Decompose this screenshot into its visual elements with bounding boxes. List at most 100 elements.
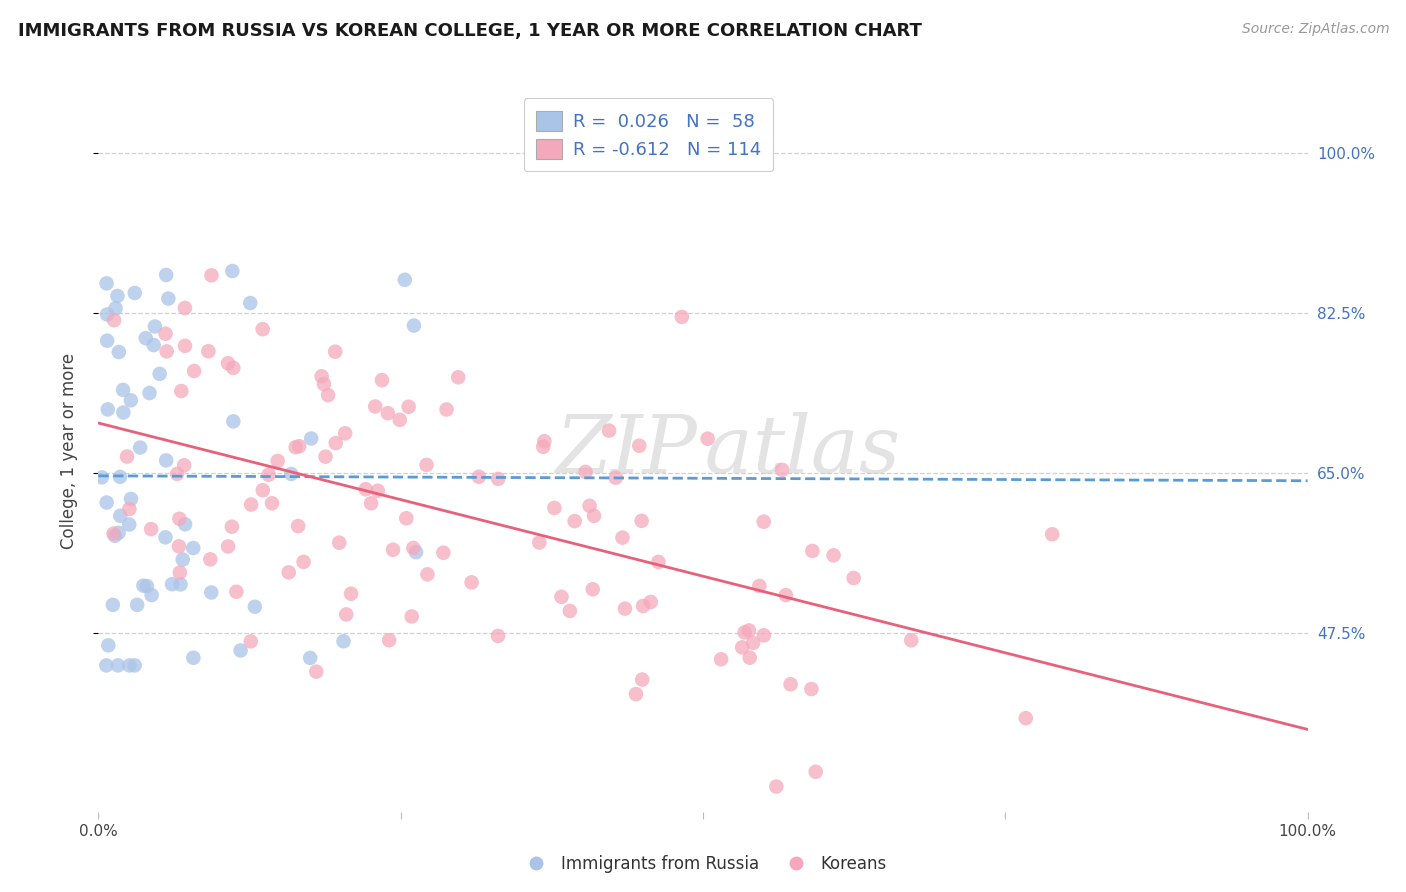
Point bbox=[96, 277, 118, 291]
Point bbox=[170, 384, 193, 398]
Point bbox=[299, 651, 322, 665]
Point bbox=[252, 483, 274, 498]
Point bbox=[731, 640, 754, 655]
Point bbox=[221, 519, 243, 533]
Point bbox=[155, 268, 177, 282]
Point bbox=[288, 439, 311, 453]
Point bbox=[200, 552, 222, 566]
Point bbox=[160, 577, 183, 591]
Point bbox=[388, 413, 411, 427]
Point bbox=[1015, 711, 1038, 725]
Point bbox=[631, 673, 654, 687]
Point bbox=[284, 440, 307, 454]
Point bbox=[630, 514, 652, 528]
Point bbox=[574, 465, 596, 479]
Point bbox=[200, 585, 222, 599]
Point bbox=[460, 575, 482, 590]
Text: IMMIGRANTS FROM RUSSIA VS KOREAN COLLEGE, 1 YEAR OR MORE CORRELATION CHART: IMMIGRANTS FROM RUSSIA VS KOREAN COLLEGE… bbox=[18, 22, 922, 40]
Point bbox=[738, 624, 761, 638]
Point bbox=[752, 628, 775, 642]
Point bbox=[624, 687, 647, 701]
Legend: Immigrants from Russia, Koreans: Immigrants from Russia, Koreans bbox=[512, 848, 894, 880]
Point bbox=[252, 322, 274, 336]
Point bbox=[364, 400, 387, 414]
Point bbox=[222, 360, 245, 375]
Point bbox=[311, 369, 333, 384]
Point bbox=[335, 426, 357, 441]
Point bbox=[398, 400, 420, 414]
Point bbox=[127, 598, 149, 612]
Point bbox=[533, 434, 555, 449]
Point bbox=[103, 313, 125, 327]
Point bbox=[823, 549, 845, 563]
Point bbox=[239, 634, 262, 648]
Point bbox=[280, 467, 302, 481]
Point bbox=[139, 522, 162, 536]
Point bbox=[115, 450, 138, 464]
Point bbox=[120, 393, 142, 408]
Point bbox=[104, 301, 127, 316]
Point bbox=[222, 414, 245, 428]
Point bbox=[315, 450, 337, 464]
Point bbox=[197, 344, 219, 359]
Point bbox=[90, 470, 112, 484]
Point bbox=[605, 471, 627, 485]
Point bbox=[371, 373, 394, 387]
Point bbox=[183, 650, 205, 665]
Point bbox=[323, 344, 346, 359]
Point bbox=[367, 483, 389, 498]
Point bbox=[172, 552, 194, 566]
Point bbox=[340, 587, 363, 601]
Point bbox=[96, 334, 118, 348]
Point bbox=[110, 508, 132, 523]
Point bbox=[266, 454, 288, 468]
Point bbox=[325, 436, 347, 450]
Point bbox=[169, 566, 191, 580]
Point bbox=[107, 658, 129, 673]
Point bbox=[169, 577, 191, 591]
Point bbox=[135, 579, 157, 593]
Point bbox=[354, 483, 377, 497]
Point bbox=[770, 463, 793, 477]
Point bbox=[124, 285, 146, 300]
Point bbox=[1040, 527, 1063, 541]
Point bbox=[842, 571, 865, 585]
Point bbox=[394, 273, 416, 287]
Point bbox=[169, 512, 191, 526]
Point bbox=[316, 388, 339, 402]
Point bbox=[260, 496, 283, 510]
Point bbox=[486, 629, 509, 643]
Point bbox=[582, 508, 605, 523]
Point bbox=[112, 383, 135, 397]
Point bbox=[332, 634, 354, 648]
Point bbox=[155, 453, 177, 467]
Text: ZIP atlas: ZIP atlas bbox=[554, 412, 900, 489]
Point bbox=[804, 764, 827, 779]
Point bbox=[415, 458, 437, 472]
Point bbox=[335, 607, 357, 622]
Point bbox=[613, 601, 636, 615]
Point bbox=[378, 633, 401, 648]
Point bbox=[135, 331, 157, 345]
Point bbox=[257, 467, 280, 482]
Point bbox=[101, 598, 124, 612]
Point bbox=[167, 539, 190, 553]
Point bbox=[631, 599, 654, 613]
Point bbox=[132, 579, 155, 593]
Y-axis label: College, 1 year or more: College, 1 year or more bbox=[59, 352, 77, 549]
Point bbox=[277, 566, 299, 580]
Point bbox=[696, 432, 718, 446]
Point bbox=[118, 658, 141, 673]
Point bbox=[305, 665, 328, 679]
Point bbox=[229, 643, 252, 657]
Point bbox=[328, 535, 350, 549]
Point bbox=[734, 625, 756, 640]
Point bbox=[738, 650, 761, 665]
Point bbox=[748, 579, 770, 593]
Point bbox=[107, 289, 129, 303]
Point bbox=[710, 652, 733, 666]
Point bbox=[468, 469, 491, 483]
Point bbox=[800, 681, 823, 696]
Point bbox=[181, 541, 204, 555]
Point bbox=[402, 318, 425, 333]
